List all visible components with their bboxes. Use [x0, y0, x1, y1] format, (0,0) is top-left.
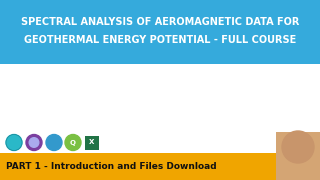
- Circle shape: [46, 134, 62, 150]
- Text: GEOTHERMAL ENERGY POTENTIAL - FULL COURSE: GEOTHERMAL ENERGY POTENTIAL - FULL COURS…: [24, 35, 296, 45]
- Circle shape: [282, 131, 314, 163]
- Bar: [20, 95, 34, 111]
- Text: SPECTRAL ANALYSIS OF AEROMAGNETIC DATA FOR: SPECTRAL ANALYSIS OF AEROMAGNETIC DATA F…: [21, 17, 299, 27]
- Circle shape: [65, 134, 81, 150]
- Circle shape: [26, 134, 42, 150]
- Bar: [0, 0, 320, 64]
- Text: Q: Q: [70, 140, 76, 145]
- Text: X: X: [89, 140, 95, 145]
- Bar: [0, 153, 320, 180]
- Bar: [276, 132, 320, 180]
- Text: PART 1 - Introduction and Files Download: PART 1 - Introduction and Files Download: [6, 162, 217, 171]
- Bar: [85, 136, 99, 150]
- Circle shape: [6, 134, 22, 150]
- Bar: [0, 132, 320, 153]
- Bar: [0, 64, 320, 132]
- Circle shape: [29, 138, 39, 147]
